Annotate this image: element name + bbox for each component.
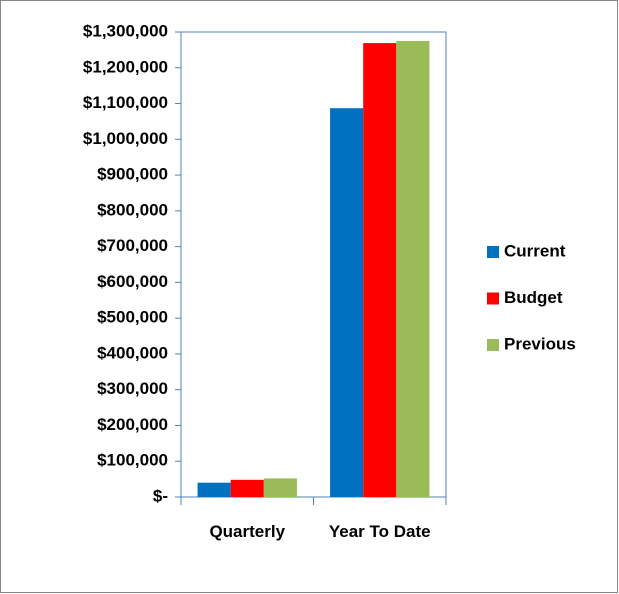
y-tick-label: $100,000 <box>97 451 168 470</box>
x-tick-label: Quarterly <box>209 522 286 541</box>
legend-label: Budget <box>504 288 563 307</box>
legend-swatch <box>487 292 499 305</box>
x-tick-label: Year To Date <box>328 522 431 541</box>
y-tick-label: $600,000 <box>97 272 168 291</box>
bar <box>330 108 364 497</box>
y-tick-label: $1,000,000 <box>83 129 168 148</box>
bar <box>197 482 231 497</box>
bar <box>230 479 264 497</box>
y-tick-label: $800,000 <box>97 200 168 219</box>
legend-swatch <box>487 339 499 351</box>
y-tick-label: $400,000 <box>97 343 168 362</box>
y-tick-label: $200,000 <box>97 415 168 434</box>
legend-swatch <box>487 246 499 258</box>
y-tick-label: $700,000 <box>97 236 168 255</box>
y-tick-label: $900,000 <box>97 165 168 184</box>
y-tick-label: $1,300,000 <box>83 21 168 40</box>
legend-label: Previous <box>504 334 576 353</box>
y-tick-label: $300,000 <box>97 379 168 398</box>
y-tick-label: $1,200,000 <box>83 57 168 76</box>
y-tick-label: $500,000 <box>97 308 168 327</box>
y-tick-label: $1,100,000 <box>83 93 168 112</box>
bar <box>263 478 297 497</box>
bar <box>363 43 397 497</box>
y-tick-label: $- <box>153 486 168 505</box>
bar <box>396 40 430 497</box>
legend-label: Current <box>504 241 566 260</box>
